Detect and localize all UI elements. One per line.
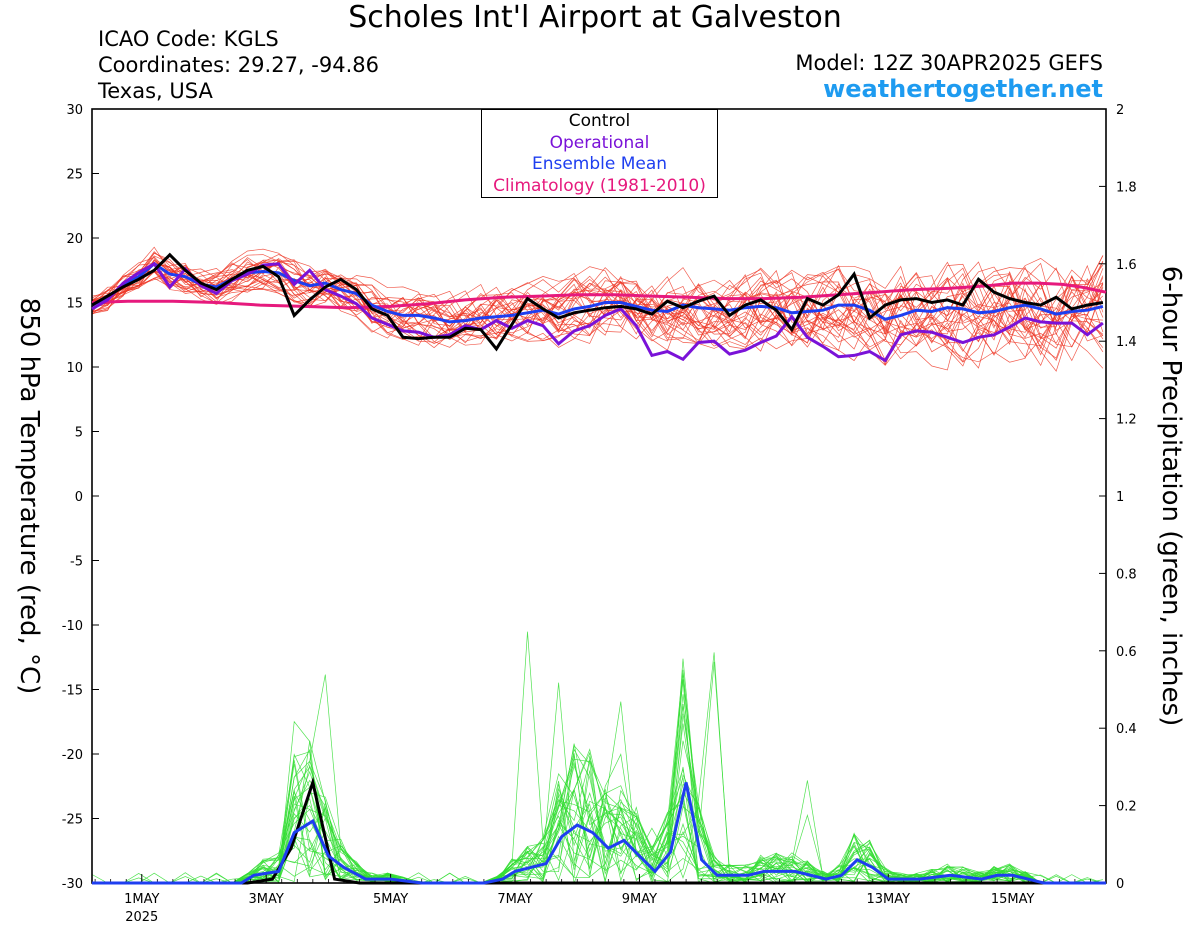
y-right-tick-label: 2 [1116, 103, 1124, 118]
precip-member-line [91, 723, 1103, 884]
y-axis-left-label: 850 hPa Temperature (red, °C) [14, 297, 44, 695]
y-right-tick-label: 0.8 [1116, 567, 1137, 582]
temperature-member-line [91, 270, 1104, 367]
precip-member-line [92, 631, 1103, 884]
y-right-tick-label: 1.8 [1116, 180, 1137, 195]
plot-area: 302520151050-5-10-15-20-25-3021.81.61.41… [62, 103, 1137, 925]
model-run: Model: 12Z 30APR2025 GEFS [795, 51, 1103, 75]
y-left-tick-label: 30 [66, 103, 83, 118]
x-tick-label: 3MAY [249, 892, 284, 907]
temperature-member-line [91, 261, 1104, 361]
region: Texas, USA [98, 79, 213, 103]
y-left-tick-label: 10 [66, 361, 83, 376]
y-right-tick-label: 1.2 [1116, 413, 1137, 428]
precip-control-line [92, 776, 1106, 885]
y-left-tick-label: 25 [66, 168, 83, 183]
icao-code: ICAO Code: KGLS [98, 27, 279, 51]
x-tick-year-label: 2025 [125, 910, 158, 925]
y-left-tick-label: -15 [62, 684, 83, 699]
site-link[interactable]: weathertogether.net [823, 75, 1103, 103]
y-right-tick-label: 0.6 [1116, 645, 1137, 660]
x-tick-label: 9MAY [622, 892, 657, 907]
coordinates: Coordinates: 29.27, -94.86 [98, 53, 379, 77]
precip-member-line [92, 701, 1103, 884]
precip-ensemble-mean-line [92, 782, 1106, 885]
temperature-member-line [91, 259, 1104, 348]
y-left-tick-label: -25 [62, 813, 83, 828]
precip-member-line [92, 740, 1103, 884]
precip-member-line [92, 704, 1103, 884]
temperature-member-line [91, 254, 1104, 359]
temperature-member-line [91, 260, 1104, 348]
legend-ensemble-mean: Ensemble Mean [531, 154, 668, 174]
legend: Control Operational Ensemble Mean Climat… [481, 109, 718, 198]
x-tick-label: 5MAY [373, 892, 408, 907]
legend-climatology: Climatology (1981-2010) [493, 175, 706, 196]
y-left-tick-label: 0 [75, 490, 83, 505]
y-left-tick-label: 5 [75, 426, 83, 441]
y-left-tick-label: -20 [62, 748, 83, 763]
y-axis-right-label: 6-hour Precipitation (green, inches) [1156, 265, 1186, 727]
precip-member-line [92, 694, 1103, 884]
y-left-tick-label: -10 [62, 619, 83, 634]
y-right-tick-label: 0.2 [1116, 800, 1137, 815]
temperature-ensemble-mean-line [91, 261, 1104, 324]
x-tick-label: 11MAY [742, 892, 786, 907]
y-right-tick-label: 1.4 [1116, 335, 1137, 350]
plot-frame [91, 108, 1107, 884]
temperature-member-line [91, 260, 1104, 367]
precip-member-line [92, 658, 1103, 884]
chart-title: Scholes Int'l Airport at Galveston [348, 0, 842, 35]
temperature-member-line [91, 260, 1103, 361]
temperature-member-line [91, 257, 1104, 351]
precip-member-line [92, 661, 1103, 884]
y-left-tick-label: 15 [66, 297, 83, 312]
y-left-tick-label: -30 [62, 877, 83, 892]
temperature-control-line [91, 252, 1104, 352]
legend-control: Control [568, 111, 631, 131]
y-right-tick-label: 1 [1116, 490, 1124, 505]
y-left-tick-label: 20 [66, 232, 83, 247]
x-tick-label: 13MAY [866, 892, 910, 907]
y-right-tick-label: 0 [1116, 877, 1124, 892]
x-tick-label: 1MAY [124, 892, 159, 907]
x-tick-label: 7MAY [497, 892, 532, 907]
precip-member-line [92, 713, 1103, 884]
temperature-member-line [91, 266, 1103, 349]
temperature-climatology-line [91, 281, 1107, 310]
y-right-tick-label: 1.6 [1116, 258, 1137, 273]
legend-operational: Operational [549, 132, 650, 153]
y-right-tick-label: 0.4 [1116, 722, 1137, 737]
precip-member-line [92, 744, 1103, 884]
y-left-tick-label: -5 [70, 555, 83, 570]
x-tick-label: 15MAY [991, 892, 1035, 907]
